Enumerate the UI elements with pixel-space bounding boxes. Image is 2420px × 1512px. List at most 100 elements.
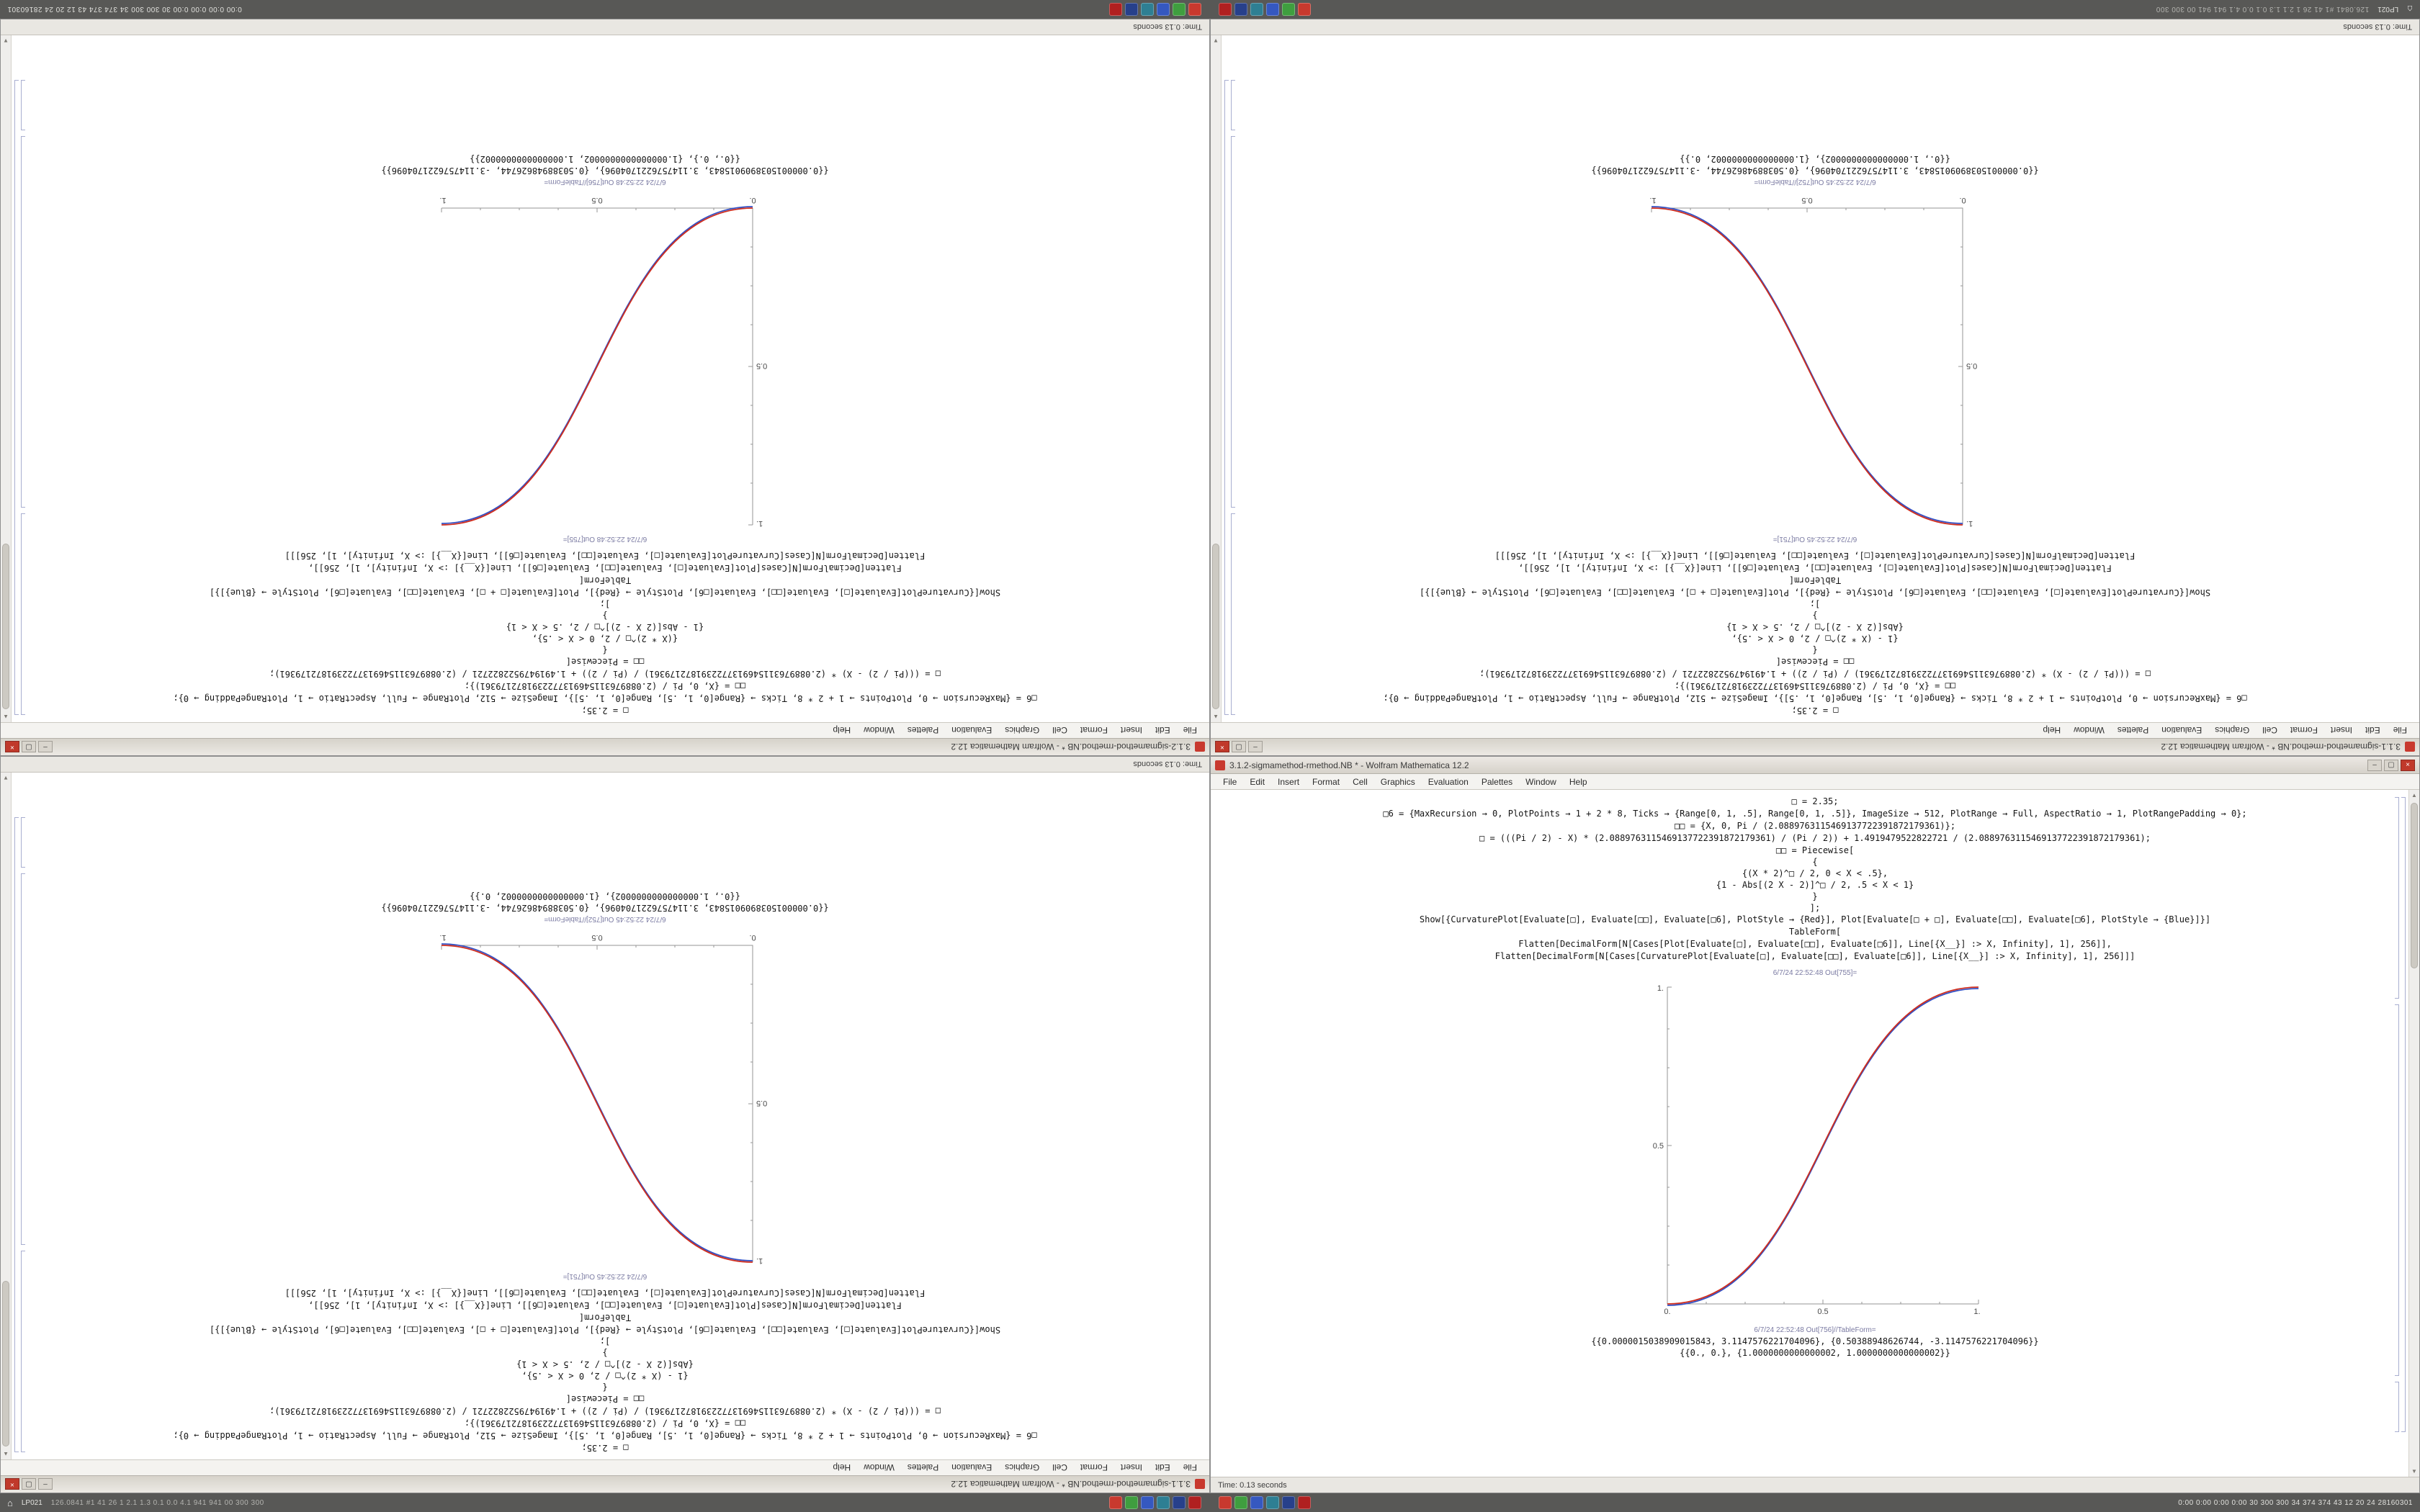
scrollbar-thumb[interactable]: [1212, 544, 1219, 709]
output-row-1[interactable]: {{0.0000015038909015843, 3.1147576221704…: [381, 903, 829, 913]
input-cell-line-4[interactable]: □ = (((Pi / 2) - X) * (2.088976311546913…: [1479, 669, 2151, 679]
input-cell-line-8[interactable]: {1 - Abs[(2 X - 2)]^□ / 2, .5 < X < 1}: [506, 622, 704, 632]
input-cell-line-2[interactable]: □6 = {MaxRecursion → 0, PlotPoints → 1 +…: [173, 693, 1037, 703]
menu-palettes[interactable]: Palettes: [1481, 776, 1513, 787]
menu-help[interactable]: Help: [833, 1462, 851, 1473]
window-titlebar[interactable]: 3.1.2-sigmamethod-rmethod.NB * - Wolfram…: [1211, 757, 2419, 774]
menu-format[interactable]: Format: [2290, 725, 2318, 736]
input-cell-line-7[interactable]: {1 - (X * 2)^□ / 2, 0 < X < .5},: [521, 1371, 689, 1381]
output-plot[interactable]: 0. 0.5 1. 0.5 1.: [436, 930, 774, 1268]
menu-evaluation[interactable]: Evaluation: [951, 1462, 992, 1473]
window-titlebar[interactable]: 3.1.1-sigmamethod-rmethod.NB * - Wolfram…: [1211, 738, 2419, 755]
input-cell-line-11[interactable]: Show[{CurvaturePlot[Evaluate[□], Evaluat…: [209, 1325, 1001, 1335]
input-cell-line-2[interactable]: □6 = {MaxRecursion → 0, PlotPoints → 1 +…: [173, 1431, 1037, 1441]
taskbar-app-icon-navy[interactable]: [1282, 1496, 1295, 1509]
input-cell-line-1[interactable]: □ = 2.35;: [1791, 706, 1839, 716]
minimize-button[interactable]: –: [2367, 759, 2382, 771]
menu-insert[interactable]: Insert: [1120, 1462, 1142, 1473]
menu-graphics[interactable]: Graphics: [1380, 776, 1415, 787]
maximize-button[interactable]: ▢: [22, 1478, 36, 1490]
scroll-down-icon[interactable]: ▼: [2411, 1468, 2417, 1475]
input-cell-line-13[interactable]: Flatten[DecimalForm[N[Cases[Plot[Evaluat…: [308, 563, 902, 573]
close-button[interactable]: ×: [2401, 759, 2415, 771]
cell-bracket-table-output[interactable]: [1231, 80, 1235, 130]
taskbar-app-icon-crimson[interactable]: [1298, 1496, 1311, 1509]
output-plot[interactable]: 0. 0.5 1. 0.5 1.: [436, 192, 774, 531]
input-cell-line-10[interactable]: ];: [599, 1336, 611, 1346]
taskbar-app-icon-navy[interactable]: [1125, 3, 1138, 16]
input-cell-line-12[interactable]: TableForm[: [578, 575, 632, 585]
window-titlebar[interactable]: 3.1.1-sigmamethod-rmethod.NB * - Wolfram…: [1, 1475, 1209, 1493]
input-cell-line-3[interactable]: □□ = {X, 0, Pi / (2.08897631154691377223…: [1674, 821, 1956, 831]
output-plot[interactable]: 0. 0.5 1. 0.5 1.: [1646, 981, 1984, 1320]
input-cell-line-5[interactable]: □□ = Piecewise[: [1775, 845, 1855, 855]
input-cell-line-10[interactable]: ];: [1809, 599, 1821, 609]
menu-insert[interactable]: Insert: [1120, 725, 1142, 736]
input-cell-line-1[interactable]: □ = 2.35;: [581, 706, 629, 716]
taskbar-app-icon-teal[interactable]: [1141, 3, 1154, 16]
input-cell-line-3[interactable]: □□ = {X, 0, Pi / (2.08897631154691377223…: [464, 681, 746, 691]
input-cell-line-7[interactable]: {1 - (X * 2)^□ / 2, 0 < X < .5},: [1731, 634, 1899, 644]
input-cell-line-5[interactable]: □□ = Piecewise[: [565, 1394, 645, 1404]
menu-edit[interactable]: Edit: [2365, 725, 2380, 736]
scroll-up-icon[interactable]: ▲: [1213, 714, 1219, 720]
input-cell-line-5[interactable]: □□ = Piecewise[: [1775, 657, 1855, 667]
cell-bracket-inputs[interactable]: [21, 513, 25, 715]
output-row-1[interactable]: {{0.0000015038909015843, 3.1147576221704…: [1591, 1336, 2039, 1346]
vertical-scrollbar[interactable]: ▲ ▼: [1, 773, 12, 1459]
output-row-2[interactable]: {{0., 0.}, {1.0000000000000002, 1.000000…: [470, 154, 740, 164]
taskbar-app-icon-navy[interactable]: [1234, 3, 1247, 16]
cell-bracket-inputs[interactable]: [2395, 797, 2399, 999]
input-cell-line-9[interactable]: }: [602, 611, 608, 621]
menu-file[interactable]: File: [1183, 725, 1197, 736]
menu-window[interactable]: Window: [864, 1462, 895, 1473]
output-row-1[interactable]: {{0.0000015038909015843, 3.1147576221704…: [1591, 166, 2039, 176]
menu-evaluation[interactable]: Evaluation: [951, 725, 992, 736]
home-icon[interactable]: ⌂: [2407, 4, 2413, 15]
close-button[interactable]: ×: [5, 741, 19, 753]
taskbar-app-icon-blue[interactable]: [1141, 1496, 1154, 1509]
input-cell-line-11[interactable]: Show[{CurvaturePlot[Evaluate[□], Evaluat…: [1419, 914, 2211, 924]
input-cell-line-6[interactable]: {: [602, 645, 608, 655]
input-cell-line-9[interactable]: }: [602, 1348, 608, 1358]
input-cell-line-12[interactable]: TableForm[: [578, 1313, 632, 1323]
input-cell-line-12[interactable]: TableForm[: [1788, 927, 1842, 937]
input-cell-line-6[interactable]: {: [1812, 645, 1818, 655]
scroll-down-icon[interactable]: ▼: [1213, 37, 1219, 44]
menu-cell[interactable]: Cell: [1052, 1462, 1067, 1473]
menu-insert[interactable]: Insert: [1278, 776, 1300, 787]
taskbar-app-icon-blue[interactable]: [1250, 1496, 1263, 1509]
taskbar-app-icon-crimson[interactable]: [1219, 3, 1232, 16]
input-cell-line-13[interactable]: Flatten[DecimalForm[N[Cases[Plot[Evaluat…: [1518, 939, 2112, 949]
home-icon[interactable]: ⌂: [7, 1497, 13, 1508]
menu-edit[interactable]: Edit: [1250, 776, 1265, 787]
input-cell-line-7[interactable]: {(X * 2)^□ / 2, 0 < X < .5},: [532, 634, 678, 644]
vertical-scrollbar[interactable]: ▲ ▼: [1, 35, 12, 722]
input-cell-line-11[interactable]: Show[{CurvaturePlot[Evaluate[□], Evaluat…: [1419, 588, 2211, 598]
input-cell-line-14[interactable]: Flatten[DecimalForm[N[Cases[CurvaturePlo…: [1494, 551, 2136, 561]
menu-help[interactable]: Help: [2043, 725, 2061, 736]
menu-format[interactable]: Format: [1080, 725, 1108, 736]
cell-bracket-plot-output[interactable]: [2395, 1004, 2399, 1376]
menu-file[interactable]: File: [1223, 776, 1237, 787]
input-cell-line-5[interactable]: □□ = Piecewise[: [565, 657, 645, 667]
output-row-1[interactable]: {{0.0000015038909015843, 3.1147576221704…: [381, 166, 829, 176]
input-cell-line-8[interactable]: {1 - Abs[(2 X - 2)]^□ / 2, .5 < X < 1}: [1716, 880, 1914, 890]
vertical-scrollbar[interactable]: ▲ ▼: [1211, 35, 1222, 722]
menu-graphics[interactable]: Graphics: [1005, 725, 1040, 736]
menu-help[interactable]: Help: [1569, 776, 1587, 787]
input-cell-line-8[interactable]: {Abs[(2 X - 2)]^□ / 2, .5 < X < 1}: [1726, 622, 1904, 632]
menu-file[interactable]: File: [1183, 1462, 1197, 1473]
input-cell-line-4[interactable]: □ = (((Pi / 2) - X) * (2.088976311546913…: [1479, 833, 2151, 843]
input-cell-line-4[interactable]: □ = (((Pi / 2) - X) * (2.088976311546913…: [269, 669, 941, 679]
taskbar-app-icon-teal[interactable]: [1157, 1496, 1170, 1509]
menu-edit[interactable]: Edit: [1155, 1462, 1170, 1473]
input-cell-line-3[interactable]: □□ = {X, 0, Pi / (2.08897631154691377223…: [464, 1418, 746, 1428]
taskbar-app-icon-blue[interactable]: [1266, 3, 1279, 16]
taskbar-app-icon-red[interactable]: [1219, 1496, 1232, 1509]
scroll-up-icon[interactable]: ▲: [2411, 792, 2417, 798]
scrollbar-thumb[interactable]: [2411, 803, 2418, 968]
menu-cell[interactable]: Cell: [1353, 776, 1368, 787]
taskbar-app-icon-red[interactable]: [1298, 3, 1311, 16]
menu-cell[interactable]: Cell: [1052, 725, 1067, 736]
